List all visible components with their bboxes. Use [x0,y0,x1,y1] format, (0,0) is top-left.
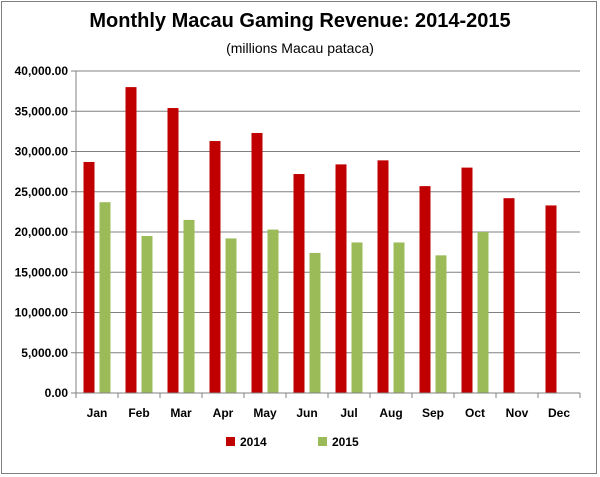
bar-2014-Aug [377,160,389,393]
x-tick-label: Jun [296,406,317,420]
y-tick-label: 10,000.00 [15,306,69,320]
legend-label-2014: 2014 [240,435,267,449]
x-tick-label: Nov [506,406,529,420]
legend-swatch-2014 [226,437,235,446]
bar-2015-Jun [309,252,321,393]
bar-2015-Jul [351,242,363,393]
x-tick-label: Apr [213,406,234,420]
bar-2015-Feb [141,236,153,393]
x-tick-label: Sep [422,406,444,420]
bar-2014-Mar [167,108,179,393]
bar-2014-Feb [125,87,137,393]
gridlines [76,70,580,354]
bar-2014-Dec [545,205,557,393]
bar-2014-Jun [293,174,305,393]
bars [83,87,557,394]
y-tick-label: 15,000.00 [15,265,69,279]
x-tick-label: May [253,406,277,420]
x-tick-label: Feb [128,406,149,420]
x-tick-label: Aug [379,406,402,420]
x-tick-label: Jan [87,406,108,420]
bar-2015-Sep [435,255,447,393]
chart-subtitle: (millions Macau pataca) [226,40,374,56]
bar-2015-Oct [477,232,489,393]
bar-2014-Apr [209,141,221,393]
axes [71,70,581,398]
bar-2014-Oct [461,167,473,393]
y-tick-label: 35,000.00 [15,104,69,118]
bar-2014-Jan [83,161,95,393]
x-tick-label: Dec [548,406,570,420]
bar-2015-Jan [99,202,111,393]
legend-label-2015: 2015 [332,435,359,449]
chart-title: Monthly Macau Gaming Revenue: 2014-2015 [89,10,511,32]
bar-2015-Mar [183,219,195,393]
y-tick-label: 30,000.00 [15,145,69,159]
bar-2015-May [267,229,279,393]
y-tick-label: 0.00 [45,386,69,400]
bar-2015-Apr [225,238,237,393]
y-tick-labels: 0.00 5,000.00 10,000.00 15,000.00 20,000.00 2… [15,64,69,400]
y-tick-label: 5,000.00 [21,346,68,360]
y-tick-label: 25,000.00 [15,185,69,199]
bar-2014-Nov [503,198,515,393]
y-tick-label: 20,000.00 [15,225,69,239]
y-tick-label: 40,000.00 [15,64,69,78]
legend: 2014 2015 [226,435,359,449]
bar-2015-Aug [393,242,405,393]
bar-2014-Jul [335,164,347,393]
bar-2014-Sep [419,186,431,393]
x-tick-labels: Jan Feb Mar Apr May Jun Jul Aug Sep Oct Nov Dec [87,406,571,420]
x-tick-label: Jul [340,406,357,420]
x-tick-label: Mar [170,406,192,420]
legend-swatch-2015 [318,437,327,446]
x-tick-label: Oct [465,406,485,420]
bar-2014-May [251,132,263,394]
